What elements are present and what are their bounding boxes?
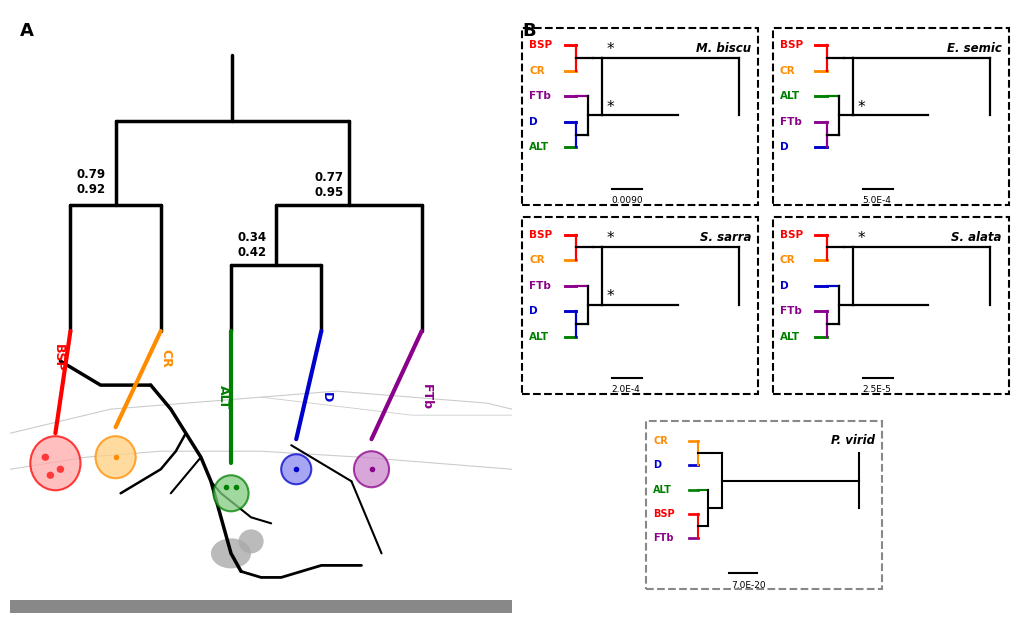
Text: 0.79
0.92: 0.79 0.92 [77,168,105,196]
Text: FTb: FTb [780,117,802,127]
Text: ALT: ALT [529,142,549,152]
Text: E. semic: E. semic [947,42,1001,54]
Ellipse shape [213,475,249,511]
Text: CR: CR [160,349,172,367]
Ellipse shape [95,436,135,478]
Text: FTb: FTb [653,533,674,543]
Text: FTb: FTb [780,306,802,316]
Text: *: * [858,232,865,247]
Text: ALT: ALT [217,385,230,409]
Text: P. virid: P. virid [831,434,876,448]
Text: CR: CR [780,255,796,265]
Text: *: * [607,289,614,304]
Text: D: D [529,117,538,127]
Text: D: D [319,392,333,403]
Text: ALT: ALT [780,91,800,101]
Bar [646,421,882,590]
Ellipse shape [354,451,389,487]
Text: CR: CR [529,66,545,76]
Text: BSP: BSP [529,40,552,50]
Text: D: D [780,142,788,152]
Ellipse shape [47,471,54,479]
Text: CR: CR [780,66,796,76]
Text: *: * [607,232,614,247]
Bar [773,28,1009,205]
Text: CR: CR [653,436,668,446]
Bar [10,600,512,613]
Text: D: D [653,461,662,471]
Text: BSP: BSP [780,40,803,50]
Text: B: B [522,21,536,39]
Text: BSP: BSP [780,230,803,240]
Bar [522,28,758,205]
Text: 7.0E-20: 7.0E-20 [731,581,766,590]
Text: A: A [20,21,34,39]
Ellipse shape [211,538,251,568]
Text: 0.77
0.95: 0.77 0.95 [314,171,344,199]
Text: *: * [607,42,614,57]
Bar [10,324,512,600]
Text: BSP: BSP [653,509,675,519]
Text: 0.0090: 0.0090 [611,196,643,205]
Bar [773,217,1009,394]
Text: FTb: FTb [529,280,551,290]
Text: 5.0E-4: 5.0E-4 [862,196,892,205]
Text: FTb: FTb [420,384,433,410]
Text: CR: CR [529,255,545,265]
Ellipse shape [56,466,65,473]
Text: BSP: BSP [529,230,552,240]
Text: 0.34
0.42: 0.34 0.42 [237,231,266,259]
Text: S. sarra: S. sarra [699,231,751,244]
Ellipse shape [239,530,263,553]
Ellipse shape [42,454,49,461]
Text: M. biscu: M. biscu [695,42,751,54]
Text: 2.5E-5: 2.5E-5 [862,385,892,394]
Ellipse shape [31,436,81,490]
Text: BSP: BSP [51,344,65,372]
Bar [522,217,758,394]
Text: S. alata: S. alata [951,231,1001,244]
Text: ALT: ALT [780,332,800,342]
Text: *: * [607,100,614,115]
Text: ALT: ALT [653,485,672,495]
Text: *: * [858,100,865,115]
Text: D: D [780,280,788,290]
Text: ALT: ALT [529,332,549,342]
Text: FTb: FTb [529,91,551,101]
Ellipse shape [282,454,311,485]
Text: D: D [529,306,538,316]
Text: 2.0E-4: 2.0E-4 [611,385,640,394]
